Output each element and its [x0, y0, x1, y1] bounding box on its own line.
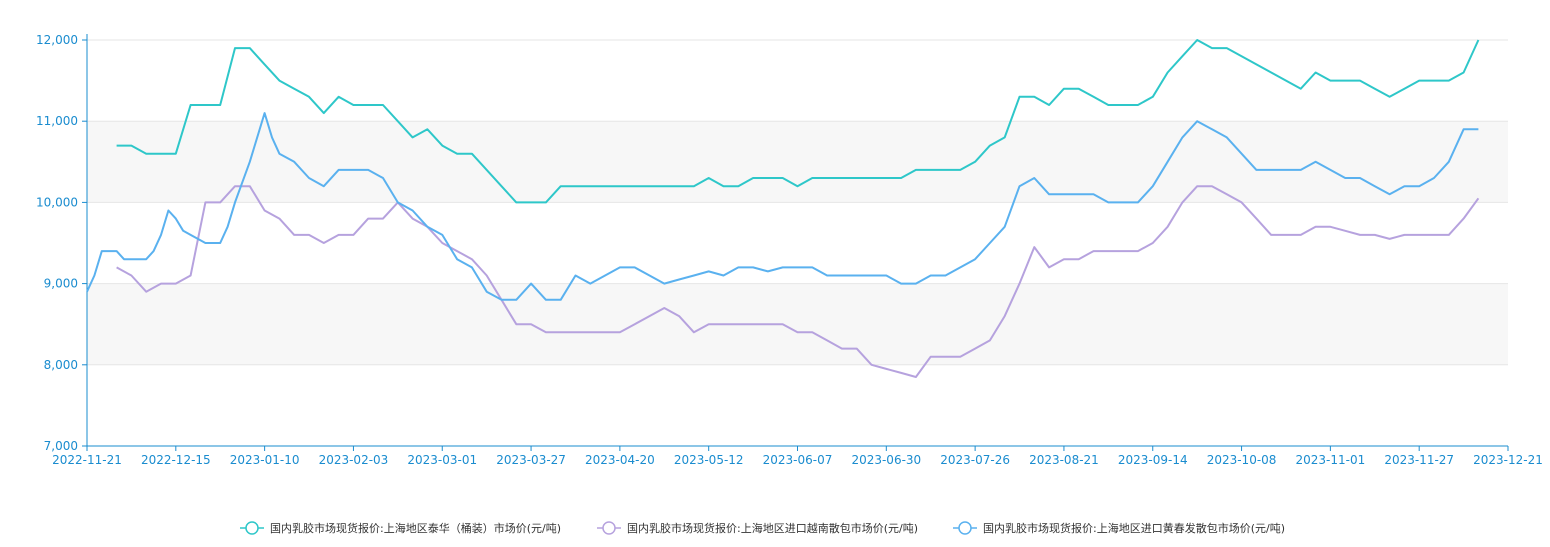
- legend-label-3[interactable]: 国内乳胶市场现货报价:上海地区进口黄春发散包市场价(元/吨): [983, 521, 1285, 535]
- x-tick-label: 2023-11-01: [1296, 453, 1366, 467]
- x-axis-ticks: 2022-11-21 2022-12-15 2023-01-10 2023-02-03…: [52, 446, 1543, 467]
- y-tick-label: 7,000: [44, 439, 78, 453]
- x-tick-label: 2023-10-08: [1207, 453, 1277, 467]
- plot-band: [87, 283, 1508, 365]
- legend: 国内乳胶市场现货报价:上海地区泰华（桶装）市场价(元/吨) 国内乳胶市场现货报价:…: [240, 521, 1285, 535]
- y-tick-label: 10,000: [36, 195, 78, 209]
- legend-marker-3: [958, 521, 972, 535]
- legend-label-2[interactable]: 国内乳胶市场现货报价:上海地区进口越南散包市场价(元/吨): [627, 521, 918, 535]
- x-tick-label: 2023-12-21: [1473, 453, 1543, 467]
- x-tick-label: 2022-12-15: [141, 453, 211, 467]
- legend-marker-2: [602, 521, 616, 535]
- x-tick-label: 2023-06-30: [851, 453, 921, 467]
- x-tick-label: 2023-07-26: [940, 453, 1010, 467]
- x-tick-label: 2023-08-21: [1029, 453, 1099, 467]
- x-tick-label: 2022-11-21: [52, 453, 122, 467]
- y-tick-label: 11,000: [36, 114, 78, 128]
- x-tick-label: 2023-05-12: [674, 453, 744, 467]
- axes: [86, 34, 1508, 447]
- legend-label-1[interactable]: 国内乳胶市场现货报价:上海地区泰华（桶装）市场价(元/吨): [270, 521, 561, 535]
- series-lines: [86, 39, 1480, 378]
- series-line-1: [116, 39, 1480, 204]
- x-tick-label: 2023-09-14: [1118, 453, 1188, 467]
- x-tick-label: 2023-11-27: [1384, 453, 1454, 467]
- y-tick-label: 12,000: [36, 33, 78, 47]
- plot-band: [87, 121, 1508, 203]
- y-axis-ticks: 7,000 8,000 9,000 10,000 11,000 12,000: [36, 33, 87, 453]
- x-tick-label: 2023-01-10: [230, 453, 300, 467]
- x-tick-label: 2023-03-01: [407, 453, 477, 467]
- legend-marker-1: [245, 521, 259, 535]
- y-tick-label: 8,000: [44, 358, 78, 372]
- x-tick-label: 2023-02-03: [319, 453, 389, 467]
- x-tick-label: 2023-03-27: [496, 453, 566, 467]
- plot-bands: [87, 121, 1508, 365]
- series-line-3: [86, 112, 1479, 301]
- x-tick-label: 2023-04-20: [585, 453, 655, 467]
- series-line-2: [116, 185, 1480, 378]
- y-tick-label: 9,000: [44, 277, 78, 291]
- x-tick-label: 2023-06-07: [763, 453, 833, 467]
- grid-lines: [87, 39, 1508, 366]
